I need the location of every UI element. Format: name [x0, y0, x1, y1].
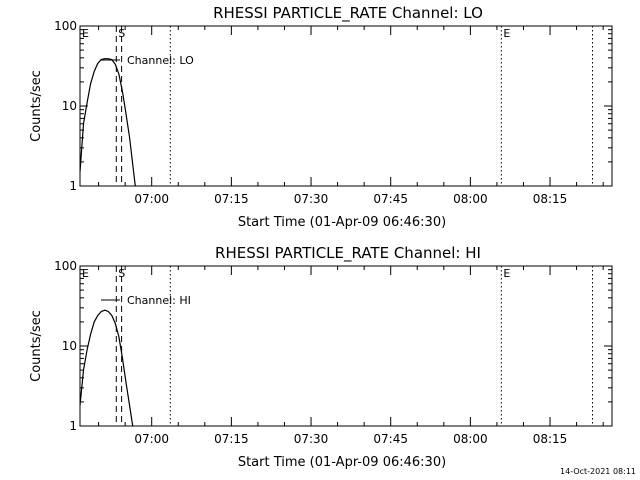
- chart-lo-xtick-label: 07:15: [214, 192, 249, 206]
- chart-lo-xlabel: Start Time (01-Apr-09 06:46:30): [238, 215, 446, 230]
- chart-lo-panel: RHESSI PARTICLE_RATE Channel: LO 1 10 100 07…: [29, 4, 613, 230]
- chart-hi-xtick-label: 07:45: [373, 432, 408, 446]
- chart-lo-series-line: [79, 58, 136, 187]
- chart-hi-xtick-label: 08:00: [453, 432, 488, 446]
- chart-hi-plot-frame: [79, 265, 613, 427]
- chart-lo-xtick-label: 07:45: [373, 192, 408, 206]
- chart-lo-marker-label: E: [503, 27, 510, 40]
- chart-hi-xtick-label: 08:15: [533, 432, 568, 446]
- chart-hi-ytick-label: 10: [62, 339, 77, 353]
- chart-lo-marker-label: E: [82, 27, 89, 40]
- chart-hi-panel: RHESSI PARTICLE_RATE Channel: HI 1 10 100 07…: [29, 244, 613, 470]
- chart-hi-series-line: [79, 309, 134, 427]
- chart-hi-marker-label: E: [82, 267, 89, 280]
- chart-lo-marker-label: S: [118, 27, 125, 40]
- chart-lo-plot-frame: [79, 25, 613, 187]
- chart-lo-xtick-label: 08:15: [533, 192, 568, 206]
- plot-timestamp: 14-Oct-2021 08:11: [560, 467, 636, 476]
- chart-hi-xlabel: Start Time (01-Apr-09 06:46:30): [238, 455, 446, 470]
- chart-lo-xtick-label: 07:00: [134, 192, 169, 206]
- chart-hi-xtick-label: 07:15: [214, 432, 249, 446]
- chart-hi-legend-label: Channel: HI: [127, 294, 191, 307]
- chart-hi-xtick-label: 07:00: [134, 432, 169, 446]
- chart-lo-ytick-label: 100: [54, 19, 77, 33]
- chart-hi-marker-label: E: [503, 267, 510, 280]
- chart-hi-xtick-label: 07:30: [294, 432, 329, 446]
- chart-hi-ylabel: Counts/sec: [29, 310, 44, 382]
- chart-lo-ytick-label: 10: [62, 99, 77, 113]
- chart-hi-title: RHESSI PARTICLE_RATE Channel: HI: [215, 244, 481, 263]
- chart-lo-legend-label: Channel: LO: [127, 54, 194, 67]
- chart-lo-ylabel: Counts/sec: [29, 70, 44, 142]
- chart-lo-xtick-label: 08:00: [453, 192, 488, 206]
- chart-lo-ytick-label: 1: [69, 179, 77, 193]
- chart-hi-ytick-label: 1: [69, 419, 77, 433]
- chart-lo-title: RHESSI PARTICLE_RATE Channel: LO: [213, 4, 483, 23]
- chart-hi-marker-label: S: [118, 267, 125, 280]
- chart-hi-ytick-label: 100: [54, 259, 77, 273]
- chart-lo-xtick-label: 07:30: [294, 192, 329, 206]
